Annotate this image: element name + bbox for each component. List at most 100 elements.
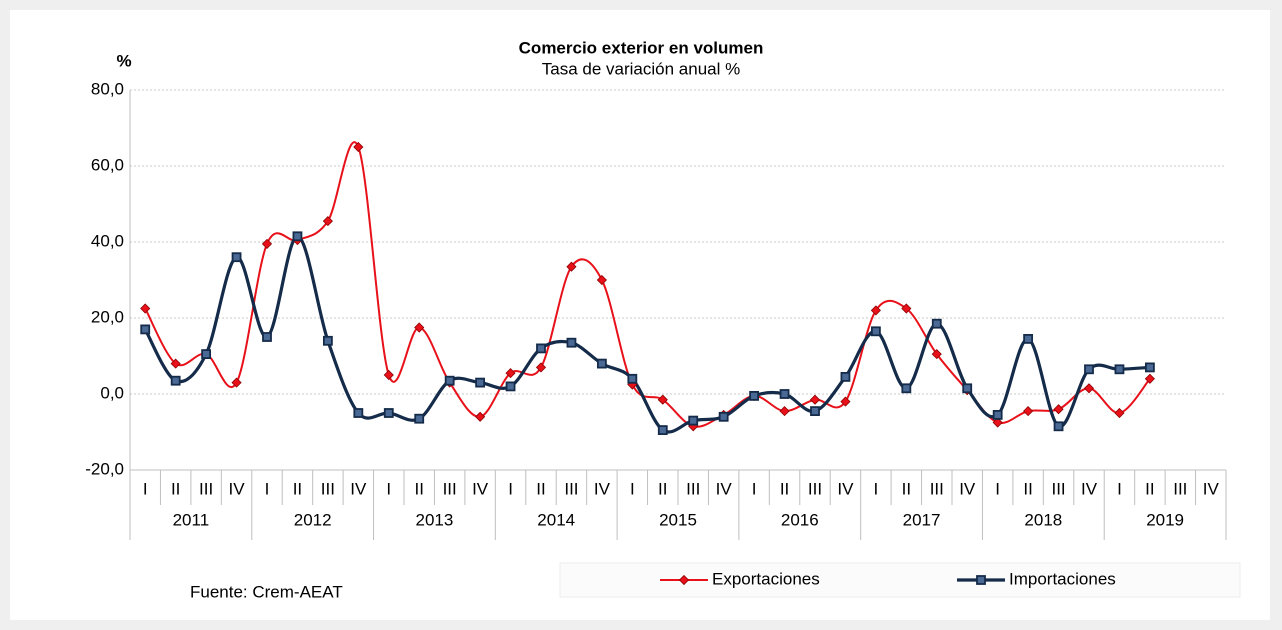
data-point [1114,364,1125,375]
data-point [170,358,181,369]
data-point [383,369,394,381]
data-point [566,261,577,272]
x-tick-label: I [1117,479,1122,498]
data-point [779,406,790,417]
x-tick-label: I [508,479,513,498]
data-point [718,411,729,422]
x-tick-label: III [321,479,335,498]
y-tick-label: -20,0 [85,459,124,478]
data-point [1023,406,1034,417]
data-point [292,231,303,242]
x-tick-label: I [874,479,879,498]
x-tick-label: IV [229,479,246,498]
data-point [1023,333,1034,344]
x-tick-label: III [1051,479,1065,498]
x-tick-label: II [293,479,302,498]
x-group-label: 2019 [1146,510,1184,529]
data-point [536,343,546,354]
x-tick-label: IV [837,479,854,498]
x-tick-label: I [386,479,391,498]
x-tick-label: II [171,479,180,498]
x-group-label: 2012 [294,510,332,529]
x-tick-label: IV [472,479,489,498]
x-tick-label: II [1145,479,1154,498]
x-tick-label: IV [350,479,367,498]
data-point [596,358,607,369]
source-note: Fuente: Crem-AEAT [190,582,343,601]
data-point [170,375,181,386]
data-point [262,332,272,342]
data-point [870,305,881,316]
x-tick-label: IV [959,479,976,498]
x-tick-label: III [199,479,213,498]
data-point [688,415,699,426]
data-point [1084,364,1094,375]
x-group-label: 2018 [1024,510,1062,529]
x-tick-label: IV [594,479,611,498]
x-tick-label: III [686,479,700,498]
x-group-label: 2011 [173,510,210,529]
y-tick-label: 80,0 [91,79,124,98]
chart-title: Comercio exterior en volumen [519,38,764,57]
x-tick-label: III [443,479,457,498]
x-tick-label: II [1023,479,1032,498]
data-point [931,318,942,329]
data-point [353,141,364,153]
y-tick-label: 40,0 [91,231,124,250]
data-point [627,373,638,384]
data-point [657,425,668,436]
data-point [901,303,912,314]
x-group-label: 2017 [903,510,941,529]
x-tick-label: IV [1203,479,1220,498]
data-point [901,383,912,394]
chart-subtitle: Tasa de variación anual % [542,59,740,78]
x-tick-label: II [902,479,911,498]
x-tick-label: I [630,479,635,498]
x-tick-label: IV [1081,479,1098,498]
data-point [383,408,394,418]
x-tick-label: I [265,479,270,498]
x-group-label: 2016 [781,510,819,529]
data-point [231,377,242,388]
data-point [140,324,151,335]
data-point [231,252,242,263]
data-point [414,322,425,333]
x-tick-label: III [930,479,944,498]
data-point [140,303,151,314]
x-tick-label: IV [716,479,733,498]
data-point [322,216,333,227]
x-tick-label: I [143,479,148,498]
data-point [596,274,607,286]
data-point [749,390,760,401]
data-point [322,335,333,346]
y-axis-label: % [116,51,131,70]
data-point [505,368,516,379]
x-tick-label: II [658,479,667,498]
data-point [1144,362,1155,373]
data-point [1083,383,1095,394]
data-point [962,383,973,394]
x-group-label: 2014 [537,510,575,529]
data-point [992,409,1003,420]
data-point [475,377,486,388]
legend-label: Exportaciones [712,569,820,588]
data-point [779,389,790,399]
data-point [931,349,942,360]
data-point [475,411,486,422]
x-tick-label: II [414,479,423,498]
x-tick-label: III [564,479,578,498]
data-point [809,394,821,405]
data-point [1053,404,1064,415]
y-tick-label: 0,0 [100,383,124,402]
data-point [414,413,425,424]
data-point [1053,421,1064,432]
data-point [1114,407,1125,419]
data-point [870,326,881,337]
y-tick-label: 60,0 [91,155,124,174]
chart-area [10,10,1270,620]
legend-label: Importaciones [1009,569,1116,588]
data-point [201,349,212,360]
legend-marker [976,575,986,585]
x-tick-label: I [752,479,757,498]
x-tick-label: II [536,479,545,498]
